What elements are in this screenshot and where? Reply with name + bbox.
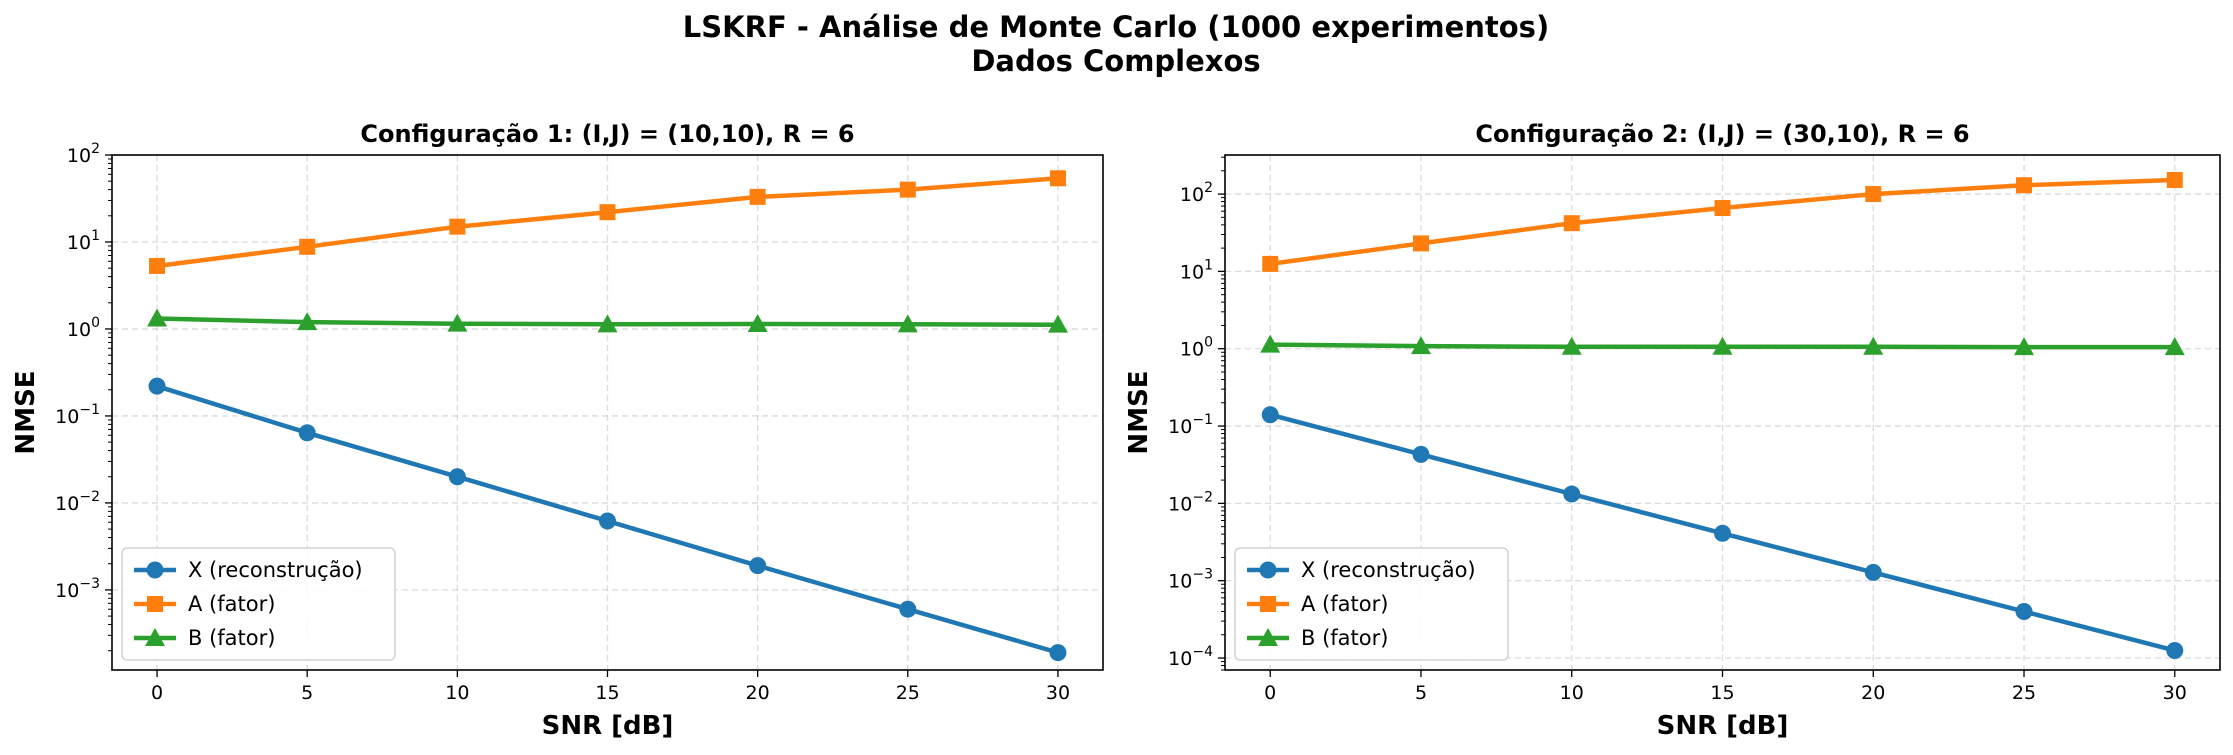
x-tick-label: 15 [1710,682,1734,704]
y-tick-label: 101 [67,228,100,254]
legend-label-x: X (reconstrução) [188,558,363,582]
x-tick-label: 10 [445,682,469,704]
y-tick-label: 10−3 [55,576,100,602]
data-point-x [1261,406,1279,424]
y-tick-label: 10−2 [55,489,100,515]
x-tick-label: 10 [1560,682,1584,704]
data-point-a [149,257,166,274]
legend: X (reconstrução) A (fator) B (fator) [121,547,396,661]
data-point-x [599,512,616,530]
x-tick-label: 0 [151,682,163,704]
legend-marker-b [1258,628,1278,646]
legend-label-b: B (fator) [188,626,275,650]
data-point-b [297,312,318,331]
data-point-x [448,468,466,486]
data-point-b [447,313,468,332]
data-point-x [298,424,316,442]
x-tick-label: 0 [1264,682,1276,704]
data-point-b [1561,336,1582,355]
x-tick-label: 5 [301,682,313,704]
legend-label-x: X (reconstrução) [1301,558,1476,582]
data-point-b [1047,314,1068,333]
data-point-x [2015,602,2033,620]
series-line-a [156,176,1059,269]
legend-marker-x [1259,561,1277,579]
x-tick-label: 25 [2012,682,2036,704]
x-tick-label: 30 [2163,682,2187,704]
data-point-a [1714,200,1731,217]
data-point-a [1563,215,1580,232]
legend-marker-a [1260,596,1276,612]
data-point-x [2166,642,2184,660]
data-point-b [897,314,918,333]
x-tick-label: 5 [1415,682,1427,704]
chart-panel-config-1: 0 5 10 15 20 25 30 10−3 10−2 10−1 100 101 102 Configu… [11,120,1104,741]
y-tick-label: 100 [67,315,100,341]
y-tick-label: 102 [67,141,100,167]
legend-box [1234,547,1509,661]
legend-marker-a [147,596,163,612]
data-point-a [899,181,916,198]
legend-label-b: B (fator) [1301,626,1388,650]
x-tick-label: 15 [595,682,619,704]
y-tick-label: 102 [1180,180,1213,206]
panel-title: Configuração 2: (I,J) = (30,10), R = 6 [1475,120,1969,148]
x-tick-label: 20 [1861,682,1885,704]
data-point-x [1563,485,1581,503]
y-tick-label: 10−3 [1168,567,1213,593]
legend-marker-b [145,628,165,646]
data-point-b [1863,336,1884,355]
data-point-a [1412,235,1429,252]
data-point-a [749,188,766,205]
data-point-b [1260,334,1281,353]
y-axis-label: NMSE [1124,370,1154,454]
legend-box [121,547,396,661]
data-point-x [749,557,767,575]
y-tick-label: 10−1 [55,402,100,428]
x-axis-label: SNR [dB] [1657,711,1789,741]
y-tick-label: 10−1 [1168,412,1213,438]
y-axis-label: NMSE [11,370,41,454]
data-point-a [1865,186,1882,203]
x-axis-label: SNR [dB] [542,711,674,741]
data-point-b [597,314,618,333]
panel-title: Configuração 1: (I,J) = (10,10), R = 6 [360,120,854,148]
data-point-b [1712,336,1733,355]
data-point-a [449,218,466,235]
y-tick-label: 10−2 [1168,489,1213,515]
data-point-b [147,308,168,327]
data-point-a [1262,255,1279,272]
y-tick-label: 100 [1180,335,1213,361]
data-point-x [1412,445,1430,463]
y-tick-label: 10−4 [1168,644,1213,670]
figure-title-line2: Dados Complexos [971,44,1260,78]
data-point-a [1049,170,1066,187]
x-tick-label: 20 [746,682,770,704]
y-tick-label: 101 [1180,257,1213,283]
data-point-b [2164,337,2185,356]
x-tick-label: 30 [1046,682,1070,704]
series-line-a [1269,177,2175,267]
chart-panel-config-2: 0 5 10 15 20 25 30 10−4 10−3 10−2 10−1 100 101 102 Con… [1124,120,2221,741]
figure-title-line1: LSKRF - Análise de Monte Carlo (1000 exp… [683,10,1549,44]
data-point-a [2016,177,2033,194]
data-point-x [899,600,917,618]
legend-label-a: A (fator) [1301,592,1388,616]
x-tick-label: 25 [896,682,920,704]
legend-label-a: A (fator) [188,592,275,616]
data-point-a [599,204,616,221]
data-point-a [2166,172,2183,189]
data-point-x [1049,644,1067,662]
data-point-x [1714,524,1731,542]
data-point-b [1410,336,1431,355]
legend: X (reconstrução) A (fator) B (fator) [1234,547,1509,661]
data-point-a [299,238,316,255]
data-point-x [1864,563,1882,581]
data-point-x [148,377,166,395]
data-point-b [747,314,768,333]
data-point-b [2014,337,2035,356]
legend-marker-x [146,561,164,579]
